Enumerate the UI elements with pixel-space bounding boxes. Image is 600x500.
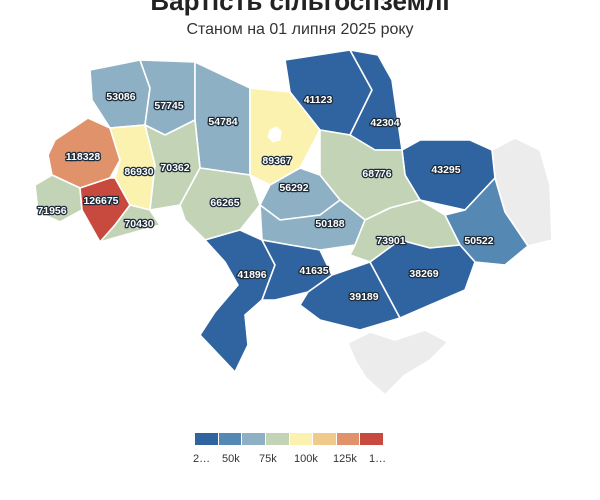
color-legend: 2… 50k 75k 100k 125k 1…: [193, 433, 387, 473]
value-label-donetsk: 50522: [464, 235, 493, 247]
value-label-kherson: 39189: [349, 291, 378, 303]
legend-color-step: [265, 433, 290, 445]
legend-color-step: [289, 433, 314, 445]
value-label-mykolaiv: 41635: [299, 265, 328, 277]
value-label-kirovohrad: 50188: [315, 218, 344, 230]
legend-color-step: [336, 433, 361, 445]
region-chernivtsi[interactable]: [99, 204, 161, 243]
value-label-chernivtsi: 70430: [124, 218, 153, 230]
region-crimea[interactable]: [347, 329, 449, 396]
value-label-ternopil: 86930: [124, 166, 153, 178]
value-label-ivano-frankivsk: 126675: [83, 195, 118, 207]
legend-label: 50k: [222, 453, 240, 465]
legend-labels: 2… 50k 75k 100k 125k 1…: [193, 453, 387, 467]
legend-label: 1…: [369, 453, 387, 465]
value-label-zhytomyr: 54784: [208, 116, 237, 128]
legend-label: 125k: [333, 453, 357, 465]
region-zaporizhzhia[interactable]: [369, 239, 476, 319]
value-label-volyn: 53086: [106, 91, 135, 103]
value-label-poltava: 68776: [362, 168, 391, 180]
value-label-dnipropetrovsk: 73901: [376, 235, 405, 247]
map-subtitle: Станом на 01 липня 2025 року: [186, 21, 414, 38]
value-label-zakarpattia: 71956: [37, 205, 66, 217]
legend-color-step: [218, 433, 243, 445]
value-label-kyiv: 89367: [262, 155, 291, 167]
value-label-odesa: 41896: [237, 269, 266, 281]
legend-label: 75k: [259, 453, 277, 465]
value-label-chernihiv: 41123: [304, 94, 333, 106]
legend-color-bar: [195, 433, 383, 445]
legend-color-step: [195, 433, 219, 445]
value-label-kharkiv: 43295: [431, 164, 460, 176]
value-label-cherkasy: 56292: [279, 182, 308, 194]
value-label-zaporizhzhia: 38269: [409, 268, 438, 280]
value-label-rivne: 57745: [154, 100, 183, 112]
legend-color-step: [242, 433, 266, 445]
legend-label: 2…: [193, 453, 211, 465]
value-label-lviv: 118328: [66, 151, 101, 163]
legend-color-step: [313, 433, 337, 445]
value-label-khmelnytskyi: 70362: [160, 162, 189, 174]
value-label-vinnytsia: 66265: [210, 197, 239, 209]
map-title: Вартість сільгоспземлі: [150, 0, 450, 16]
kyiv-city-marker: [267, 126, 282, 143]
legend-label: 100k: [294, 453, 318, 465]
legend-color-step: [360, 433, 383, 445]
value-label-sumy: 42304: [370, 117, 399, 129]
ukraine-choropleth-map: 53086 57745 118328 86930 70362 54784 893…: [34, 49, 553, 396]
region-odesa[interactable]: [199, 229, 276, 373]
